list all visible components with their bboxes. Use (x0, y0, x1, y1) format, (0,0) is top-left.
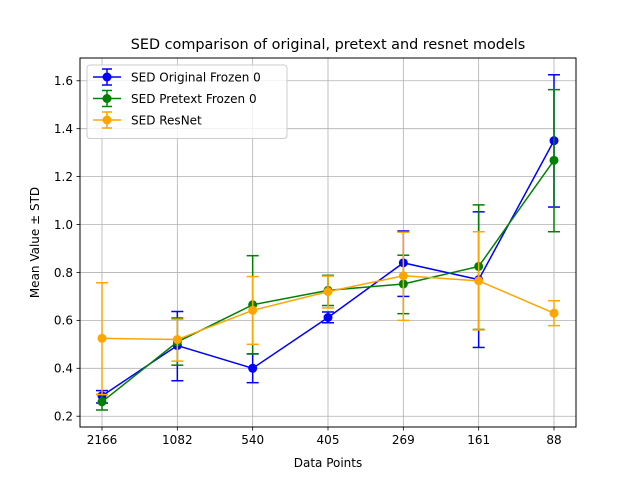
chart-title: SED comparison of original, pretext and … (131, 37, 526, 53)
data-point (323, 312, 333, 322)
data-point (97, 397, 107, 407)
y-tick-label: 1.4 (54, 122, 73, 136)
x-tick-label: 269 (392, 433, 415, 447)
y-tick-label: 0.2 (54, 410, 73, 424)
x-tick-label: 88 (546, 433, 561, 447)
x-tick-label: 540 (241, 433, 264, 447)
y-tick-label: 0.4 (54, 362, 73, 376)
x-axis-label: Data Points (294, 456, 363, 470)
data-point (474, 276, 484, 286)
data-point (549, 155, 559, 165)
data-point (97, 333, 107, 343)
y-tick-label: 1.0 (54, 218, 73, 232)
x-tick-label: 161 (467, 433, 490, 447)
data-point (248, 363, 258, 373)
legend-box (86, 64, 288, 139)
data-point (248, 305, 258, 315)
axis-ticks: 2166 1082 540 405 269 161 88 0.2 0.4 0.6 0.8 1.0 1.2… (54, 74, 562, 447)
legend-label: SED Original Frozen 0 (131, 71, 261, 85)
y-tick-label: 1.6 (54, 74, 73, 88)
y-axis-label: Mean Value ± STD (28, 187, 42, 298)
y-tick-label: 1.2 (54, 170, 73, 184)
x-tick-label: 405 (317, 433, 340, 447)
legend-marker (102, 72, 112, 82)
legend-marker (102, 115, 112, 125)
x-tick-label: 2166 (87, 433, 118, 447)
legend-entry: SED Pretext Frozen 0 (93, 89, 257, 108)
series-3 (96, 230, 560, 396)
data-point (172, 335, 182, 345)
data-point (323, 287, 333, 297)
legend-entry: SED Original Frozen 0 (93, 68, 261, 86)
legend-entry: SED ResNet (93, 111, 202, 129)
x-tick-label: 1082 (162, 433, 193, 447)
series-layer (96, 74, 560, 411)
legend-label: SED Pretext Frozen 0 (131, 92, 257, 106)
legend-marker (102, 94, 112, 103)
data-point (398, 271, 408, 281)
data-point (549, 308, 559, 318)
legend-label: SED ResNet (131, 114, 202, 128)
legend: SED Original Frozen 0 SED Pretext Frozen … (86, 64, 288, 139)
y-tick-label: 0.6 (54, 314, 73, 328)
y-tick-label: 0.8 (54, 266, 73, 280)
